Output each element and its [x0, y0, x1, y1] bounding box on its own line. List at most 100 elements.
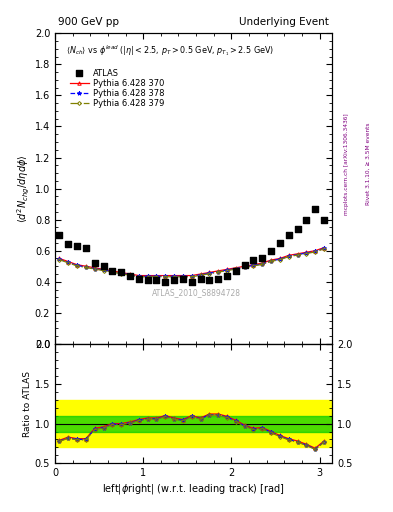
Pythia 6.428 378	[110, 269, 115, 275]
Pythia 6.428 370	[242, 263, 247, 269]
ATLAS	[127, 271, 133, 280]
ATLAS	[92, 259, 98, 267]
Pythia 6.428 378	[286, 253, 291, 259]
Y-axis label: Ratio to ATLAS: Ratio to ATLAS	[23, 371, 32, 437]
Pythia 6.428 379	[269, 258, 274, 264]
ATLAS	[303, 216, 310, 224]
Pythia 6.428 378	[207, 270, 212, 276]
Line: Pythia 6.428 370: Pythia 6.428 370	[58, 246, 326, 278]
Text: 900 GeV pp: 900 GeV pp	[58, 17, 119, 27]
ATLAS	[118, 268, 124, 276]
ATLAS	[268, 247, 274, 255]
Pythia 6.428 378	[119, 270, 123, 276]
Pythia 6.428 379	[216, 269, 220, 275]
ATLAS	[100, 262, 107, 270]
Pythia 6.428 379	[207, 271, 212, 277]
Pythia 6.428 370	[225, 266, 230, 272]
Pythia 6.428 378	[145, 273, 150, 280]
ATLAS	[109, 267, 116, 275]
Pythia 6.428 378	[101, 267, 106, 273]
Pythia 6.428 370	[154, 272, 159, 279]
Pythia 6.428 379	[128, 272, 132, 279]
ATLAS	[65, 241, 72, 249]
Pythia 6.428 378	[75, 262, 79, 268]
Pythia 6.428 379	[260, 261, 264, 267]
Pythia 6.428 379	[277, 257, 282, 263]
Pythia 6.428 379	[233, 266, 238, 272]
Pythia 6.428 379	[321, 246, 326, 252]
Pythia 6.428 378	[269, 258, 274, 264]
Pythia 6.428 378	[321, 245, 326, 251]
Pythia 6.428 378	[172, 273, 176, 280]
Pythia 6.428 370	[251, 262, 256, 268]
Pythia 6.428 379	[225, 267, 230, 273]
Pythia 6.428 370	[75, 262, 79, 268]
Pythia 6.428 370	[84, 263, 88, 269]
Pythia 6.428 378	[295, 251, 300, 258]
Pythia 6.428 378	[198, 272, 203, 278]
Pythia 6.428 370	[145, 272, 150, 279]
ATLAS	[56, 231, 62, 239]
Pythia 6.428 379	[57, 257, 62, 263]
ATLAS	[224, 271, 230, 280]
ATLAS	[277, 239, 283, 247]
Pythia 6.428 378	[251, 262, 256, 268]
Pythia 6.428 378	[225, 267, 230, 273]
ATLAS	[241, 261, 248, 269]
Pythia 6.428 370	[269, 257, 274, 263]
Pythia 6.428 379	[145, 274, 150, 280]
Line: Pythia 6.428 378: Pythia 6.428 378	[57, 246, 326, 279]
ATLAS	[171, 276, 177, 284]
ATLAS	[145, 276, 151, 284]
Pythia 6.428 370	[260, 260, 264, 266]
ATLAS	[180, 274, 186, 283]
Text: ATLAS_2010_S8894728: ATLAS_2010_S8894728	[152, 288, 241, 297]
Pythia 6.428 370	[101, 266, 106, 272]
Pythia 6.428 378	[242, 264, 247, 270]
Pythia 6.428 370	[172, 272, 176, 279]
Pythia 6.428 370	[110, 268, 115, 274]
ATLAS	[153, 276, 160, 284]
Pythia 6.428 379	[101, 267, 106, 273]
Pythia 6.428 379	[198, 272, 203, 279]
Pythia 6.428 370	[295, 251, 300, 257]
Pythia 6.428 379	[295, 252, 300, 258]
ATLAS	[74, 242, 80, 250]
ATLAS	[162, 278, 169, 286]
Pythia 6.428 378	[189, 273, 194, 280]
Y-axis label: $\langle d^2 N_{chg}/d\eta d\phi\rangle$: $\langle d^2 N_{chg}/d\eta d\phi\rangle$	[16, 154, 32, 223]
Text: mcplots.cern.ch [arXiv:1306.3436]: mcplots.cern.ch [arXiv:1306.3436]	[344, 113, 349, 215]
Text: Underlying Event: Underlying Event	[239, 17, 329, 27]
Pythia 6.428 378	[304, 250, 309, 256]
ATLAS	[197, 274, 204, 283]
Pythia 6.428 378	[277, 256, 282, 262]
Pythia 6.428 379	[119, 271, 123, 277]
Pythia 6.428 378	[233, 266, 238, 272]
ATLAS	[189, 278, 195, 286]
ATLAS	[215, 274, 221, 283]
Pythia 6.428 370	[136, 272, 141, 279]
Pythia 6.428 370	[233, 265, 238, 271]
Pythia 6.428 370	[286, 252, 291, 259]
Pythia 6.428 379	[92, 266, 97, 272]
X-axis label: left|$\phi$right| (w.r.t. leading track) [rad]: left|$\phi$right| (w.r.t. leading track)…	[102, 482, 285, 497]
Pythia 6.428 379	[66, 260, 71, 266]
Pythia 6.428 370	[277, 255, 282, 262]
ATLAS	[206, 276, 213, 284]
Pythia 6.428 370	[66, 259, 71, 265]
Legend: ATLAS, Pythia 6.428 370, Pythia 6.428 378, Pythia 6.428 379: ATLAS, Pythia 6.428 370, Pythia 6.428 37…	[70, 69, 164, 108]
Pythia 6.428 378	[128, 272, 132, 278]
Pythia 6.428 379	[313, 249, 318, 255]
ATLAS	[321, 216, 327, 224]
Pythia 6.428 370	[313, 248, 318, 254]
Pythia 6.428 379	[189, 274, 194, 280]
Pythia 6.428 379	[75, 263, 79, 269]
Pythia 6.428 379	[251, 263, 256, 269]
ATLAS	[233, 267, 239, 275]
Text: Rivet 3.1.10, ≥ 3.5M events: Rivet 3.1.10, ≥ 3.5M events	[365, 122, 371, 205]
Pythia 6.428 370	[304, 249, 309, 255]
Pythia 6.428 378	[136, 273, 141, 280]
ATLAS	[312, 205, 318, 213]
Pythia 6.428 379	[286, 253, 291, 260]
Line: Pythia 6.428 379: Pythia 6.428 379	[58, 247, 325, 278]
